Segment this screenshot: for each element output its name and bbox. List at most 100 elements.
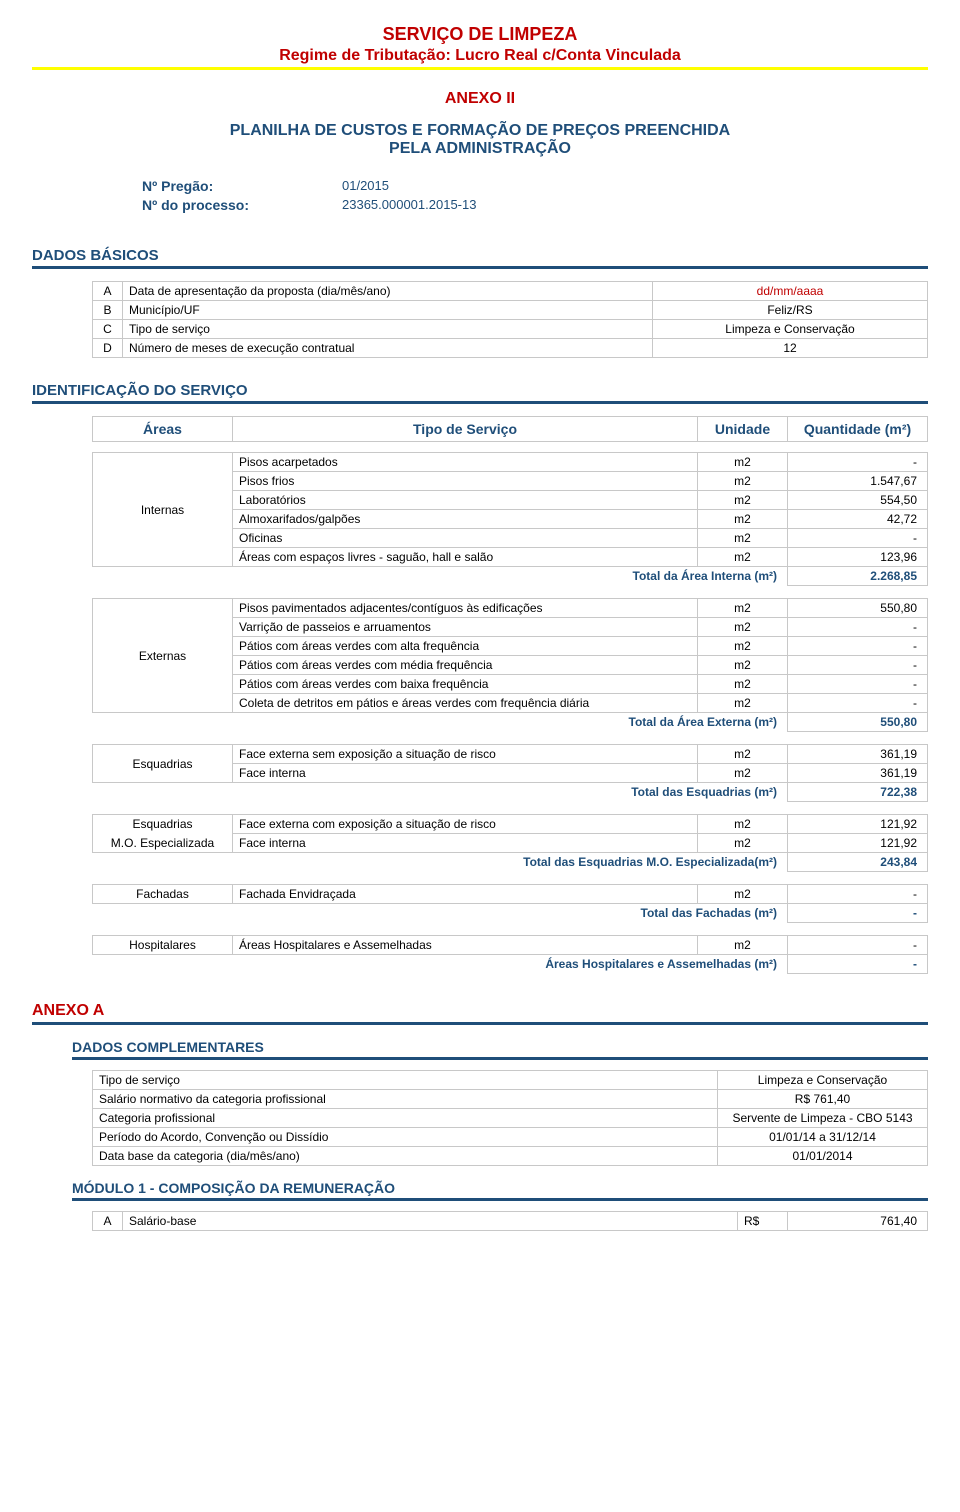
row-code: C [93, 320, 123, 339]
table-row: AData de apresentação da proposta (dia/m… [93, 282, 928, 301]
row-qty: 554,50 [788, 491, 928, 510]
row-value: Feliz/RS [653, 301, 928, 320]
row-label: Número de meses de execução contratual [123, 339, 653, 358]
table-row: FachadasFachada Envidraçadam2- [93, 885, 928, 904]
area-category: Internas [93, 453, 233, 567]
dados-comp-heading: DADOS COMPLEMENTARES [72, 1039, 928, 1055]
row-desc: Oficinas [233, 529, 698, 548]
row-code: B [93, 301, 123, 320]
row-unit: m2 [698, 548, 788, 567]
row-unit: m2 [698, 510, 788, 529]
table-row: BMunicípio/UFFeliz/RS [93, 301, 928, 320]
table-row: CTipo de serviçoLimpeza e Conservação [93, 320, 928, 339]
row-unit: m2 [698, 656, 788, 675]
areas-header-table: Áreas Tipo de Serviço Unidade Quantidade… [92, 416, 928, 442]
row-unit: m2 [698, 637, 788, 656]
row-value: R$ 761,40 [718, 1090, 928, 1109]
row-qty: - [788, 694, 928, 713]
total-row: Total das Esquadrias (m²)722,38 [93, 783, 928, 802]
total-row: Total da Área Interna (m²)2.268,85 [93, 567, 928, 586]
row-value: 12 [653, 339, 928, 358]
row-desc: Face interna [233, 764, 698, 783]
row-unit: m2 [698, 815, 788, 834]
row-desc: Pisos frios [233, 472, 698, 491]
esquadrias-esp-table: EsquadriasFace externa com exposição a s… [92, 814, 928, 872]
table-row: DNúmero de meses de execução contratual1… [93, 339, 928, 358]
processo-label: Nº do processo: [142, 197, 342, 213]
yellow-divider [32, 67, 928, 70]
area-category: Hospitalares [93, 936, 233, 955]
salario-table: A Salário-base R$ 761,40 [92, 1211, 928, 1231]
total-value: 243,84 [788, 853, 928, 872]
row-desc: Pátios com áreas verdes com alta frequên… [233, 637, 698, 656]
esquadrias-table: EsquadriasFace externa sem exposição a s… [92, 744, 928, 802]
total-label: Total da Área Interna (m²) [233, 567, 788, 586]
row-qty: - [788, 529, 928, 548]
row-qty: - [788, 675, 928, 694]
total-row: Total das Esquadrias M.O. Especializada(… [93, 853, 928, 872]
row-label: Data base da categoria (dia/mês/ano) [93, 1147, 718, 1166]
table-row: Categoria profissionalServente de Limpez… [93, 1109, 928, 1128]
row-unit: m2 [698, 675, 788, 694]
table-row: EsquadriasFace externa com exposição a s… [93, 815, 928, 834]
row-unit: m2 [698, 745, 788, 764]
planilha-title-1: PLANILHA DE CUSTOS E FORMAÇÃO DE PREÇOS … [32, 122, 928, 140]
row-qty: - [788, 936, 928, 955]
row-qty: 121,92 [788, 815, 928, 834]
row-unit: m2 [698, 834, 788, 853]
row-value: Limpeza e Conservação [653, 320, 928, 339]
row-value: 761,40 [788, 1212, 928, 1231]
area-category: Externas [93, 599, 233, 713]
divider [32, 266, 928, 269]
fachadas-table: FachadasFachada Envidraçadam2- Total das… [92, 884, 928, 923]
area-category-line2: M.O. Especializada [93, 834, 233, 853]
table-row: A Salário-base R$ 761,40 [93, 1212, 928, 1231]
total-value: - [788, 904, 928, 923]
col-areas: Áreas [93, 417, 233, 442]
row-desc: Face externa com exposição a situação de… [233, 815, 698, 834]
row-code: A [93, 1212, 123, 1231]
row-desc: Pisos pavimentados adjacentes/contíguos … [233, 599, 698, 618]
row-unit: m2 [698, 599, 788, 618]
row-qty: - [788, 453, 928, 472]
row-unit: m2 [698, 936, 788, 955]
table-row: ExternasPisos pavimentados adjacentes/co… [93, 599, 928, 618]
total-value: 550,80 [788, 713, 928, 732]
col-quantidade: Quantidade (m²) [788, 417, 928, 442]
area-category: Fachadas [93, 885, 233, 904]
divider [32, 1022, 928, 1025]
area-category: Esquadrias [93, 745, 233, 783]
total-label: Total da Área Externa (m²) [233, 713, 788, 732]
pregao-value: 01/2015 [342, 178, 542, 194]
col-unidade: Unidade [698, 417, 788, 442]
row-unit: m2 [698, 618, 788, 637]
row-desc: Almoxarifados/galpões [233, 510, 698, 529]
row-label: Período do Acordo, Convenção ou Dissídio [93, 1128, 718, 1147]
pregao-label: Nº Pregão: [142, 178, 342, 194]
row-desc: Áreas Hospitalares e Assemelhadas [233, 936, 698, 955]
table-row: M.O. EspecializadaFace internam2121,92 [93, 834, 928, 853]
row-desc: Pisos acarpetados [233, 453, 698, 472]
row-unit: m2 [698, 885, 788, 904]
table-row: Tipo de serviçoLimpeza e Conservação [93, 1071, 928, 1090]
row-label: Município/UF [123, 301, 653, 320]
row-unit: m2 [698, 453, 788, 472]
row-desc: Face interna [233, 834, 698, 853]
total-value: 722,38 [788, 783, 928, 802]
total-value: 2.268,85 [788, 567, 928, 586]
row-unit: m2 [698, 491, 788, 510]
row-value: 01/01/14 a 31/12/14 [718, 1128, 928, 1147]
total-value: - [788, 955, 928, 974]
row-qty: 121,92 [788, 834, 928, 853]
total-label: Total das Esquadrias (m²) [233, 783, 788, 802]
basicos-table: AData de apresentação da proposta (dia/m… [92, 281, 928, 358]
row-desc: Áreas com espaços livres - saguão, hall … [233, 548, 698, 567]
divider [32, 401, 928, 404]
col-tipo: Tipo de Serviço [233, 417, 698, 442]
row-label: Tipo de serviço [123, 320, 653, 339]
row-value: dd/mm/aaaa [653, 282, 928, 301]
row-qty: - [788, 656, 928, 675]
row-code: D [93, 339, 123, 358]
row-qty: - [788, 618, 928, 637]
table-row: Período do Acordo, Convenção ou Dissídio… [93, 1128, 928, 1147]
